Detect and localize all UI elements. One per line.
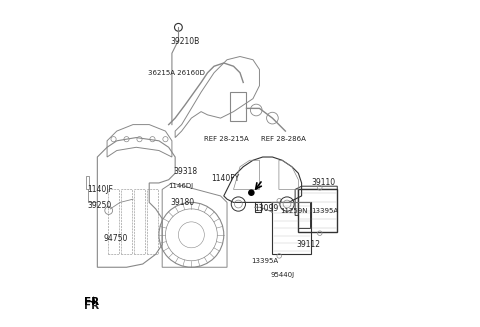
Text: REF 28-286A: REF 28-286A [261, 136, 306, 142]
Text: 36215A 26160D: 36215A 26160D [147, 70, 204, 76]
Text: FR: FR [84, 297, 99, 306]
Text: 1140JF: 1140JF [88, 185, 113, 194]
Text: 39250: 39250 [88, 201, 112, 210]
Text: 13395A: 13395A [312, 208, 338, 214]
Text: 39210B: 39210B [170, 37, 200, 46]
Text: REF 28-215A: REF 28-215A [204, 136, 249, 142]
Text: 39110: 39110 [312, 179, 336, 187]
Text: 13099: 13099 [254, 204, 279, 214]
Text: 1140FY: 1140FY [211, 174, 239, 182]
Text: 1146DJ: 1146DJ [168, 183, 194, 189]
Text: 39180: 39180 [170, 198, 194, 207]
Text: FR: FR [84, 301, 99, 311]
Text: 13395A: 13395A [252, 258, 278, 264]
Circle shape [249, 190, 254, 195]
Text: 94750: 94750 [104, 233, 128, 243]
Text: 11259N: 11259N [280, 208, 308, 214]
Text: 39318: 39318 [174, 167, 198, 176]
Text: 95440J: 95440J [271, 272, 295, 278]
Text: 39112: 39112 [297, 240, 321, 249]
